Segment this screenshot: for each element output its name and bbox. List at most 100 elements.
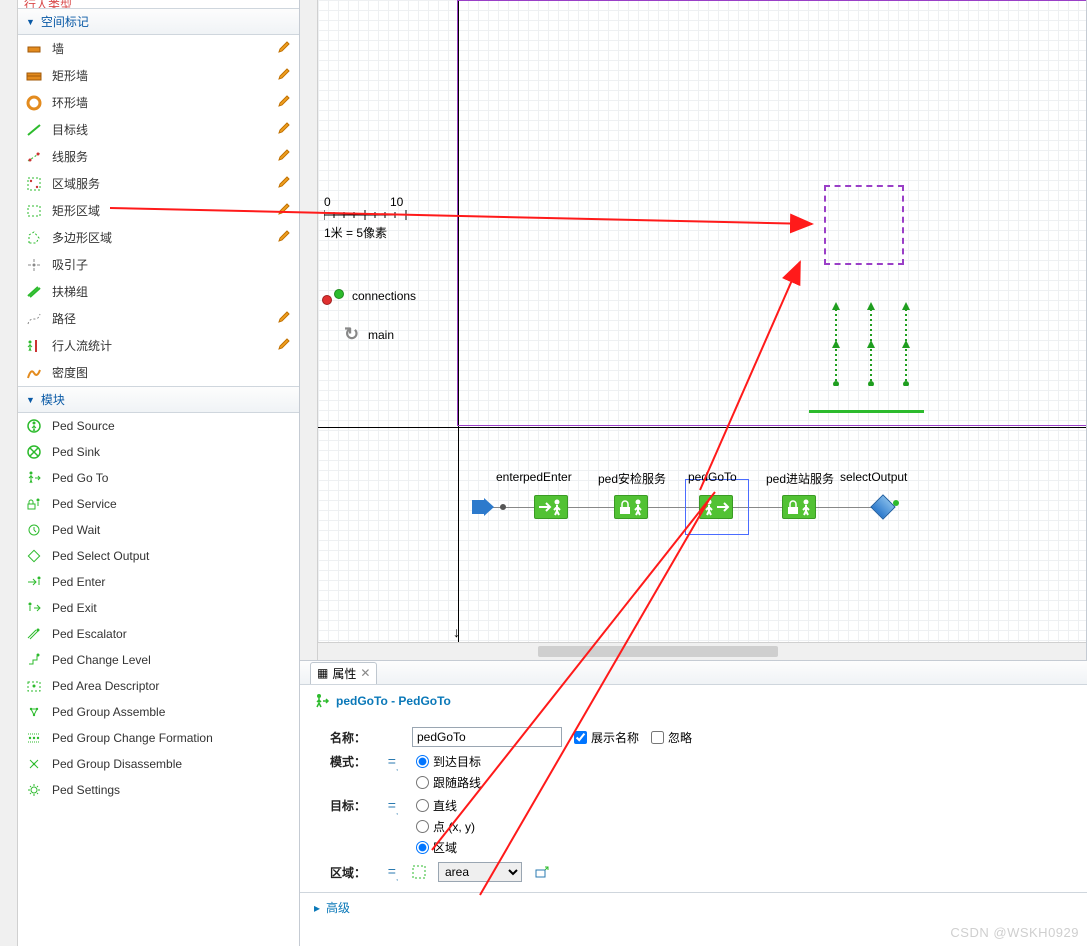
section-header-space[interactable]: ▼ 空间标记 bbox=[18, 8, 299, 35]
palette-item-ped-settings[interactable]: Ped Settings bbox=[18, 777, 299, 803]
name-input[interactable] bbox=[412, 727, 562, 747]
pencil-icon[interactable] bbox=[277, 67, 291, 84]
palette-item-label: 密度图 bbox=[52, 364, 291, 381]
palette-item-label: Ped Area Descriptor bbox=[52, 679, 291, 693]
close-icon[interactable]: ✕ bbox=[360, 666, 370, 680]
palette-item-label: Ped Service bbox=[52, 497, 291, 511]
pencil-icon[interactable] bbox=[277, 121, 291, 138]
path-icon bbox=[26, 311, 42, 327]
ped-settings-icon bbox=[26, 782, 42, 798]
pencil-icon[interactable] bbox=[277, 337, 291, 354]
palette-item-ped-gform[interactable]: Ped Group Change Formation bbox=[18, 725, 299, 751]
palette-item-wall[interactable]: 墙 bbox=[18, 35, 299, 62]
palette-item-label: 吸引子 bbox=[52, 256, 291, 273]
ped-sec-block[interactable] bbox=[614, 495, 648, 519]
canvas[interactable]: ↓ 0 10 1米 = 5像素 connections ↻ main bbox=[318, 0, 1086, 642]
palette-item-label: 路径 bbox=[52, 310, 267, 327]
select-output-block[interactable] bbox=[874, 498, 892, 516]
ped-gdis-icon bbox=[26, 756, 42, 772]
link-icon[interactable] bbox=[534, 864, 550, 880]
palette-item-rect-area[interactable]: 矩形区域 bbox=[18, 197, 299, 224]
properties-tab[interactable]: ▦ 属性 ✕ bbox=[310, 662, 377, 684]
equals-icon[interactable]: =, bbox=[386, 863, 400, 882]
palette-item-rect-wall[interactable]: 矩形墙 bbox=[18, 62, 299, 89]
ped-select-icon bbox=[26, 548, 42, 564]
palette-item-label: 矩形墙 bbox=[52, 67, 267, 84]
level-frame bbox=[457, 0, 1086, 426]
area-select[interactable]: area bbox=[438, 862, 522, 882]
ped-source-icon bbox=[26, 418, 42, 434]
advanced-section-header[interactable]: ▸ 高级 bbox=[300, 892, 1087, 922]
palette-truncated-row[interactable]: 行人类型 bbox=[18, 0, 299, 8]
palette-item-ped-sink[interactable]: Ped Sink bbox=[18, 439, 299, 465]
palette-item-ped-wait[interactable]: Ped Wait bbox=[18, 517, 299, 543]
pencil-icon[interactable] bbox=[277, 175, 291, 192]
palette-item-ped-select[interactable]: Ped Select Output bbox=[18, 543, 299, 569]
ignore-checkbox[interactable]: 忽略 bbox=[651, 729, 692, 746]
pencil-icon[interactable] bbox=[277, 229, 291, 246]
ped-flow-arrows-icon bbox=[816, 296, 926, 386]
show-name-check[interactable] bbox=[574, 731, 587, 744]
equals-icon[interactable]: =, bbox=[386, 753, 400, 772]
scale-ruler-icon bbox=[324, 210, 414, 220]
wall-icon bbox=[26, 41, 42, 57]
canvas-ruler-vertical bbox=[300, 0, 318, 660]
pencil-icon[interactable] bbox=[277, 202, 291, 219]
palette-item-ring-wall[interactable]: 环形墙 bbox=[18, 89, 299, 116]
palette-item-flow-stat[interactable]: 行人流统计 bbox=[18, 332, 299, 359]
chevron-down-icon: ▼ bbox=[26, 395, 35, 405]
connections-green-dot-icon[interactable] bbox=[334, 289, 344, 299]
rect-wall-icon bbox=[26, 68, 42, 84]
palette-item-attractor[interactable]: 吸引子 bbox=[18, 251, 299, 278]
target-point-radio[interactable]: 点 (x, y) bbox=[416, 818, 475, 835]
section-title: 空间标记 bbox=[41, 13, 89, 30]
palette-item-label: Ped Sink bbox=[52, 445, 291, 459]
target-line-radio[interactable]: 直线 bbox=[416, 797, 475, 814]
attractor-icon bbox=[26, 257, 42, 273]
canvas-area[interactable]: ↓ 0 10 1米 = 5像素 connections ↻ main bbox=[300, 0, 1087, 660]
main-arrow-icon[interactable]: ↻ bbox=[344, 324, 359, 345]
density-icon bbox=[26, 365, 42, 381]
flow-label-pedsec: ped安检服务 bbox=[598, 470, 666, 487]
target-area-radio[interactable]: 区域 bbox=[416, 839, 475, 856]
scrollbar-thumb[interactable] bbox=[538, 646, 778, 657]
palette-item-ped-gassemble[interactable]: Ped Group Assemble bbox=[18, 699, 299, 725]
mode-reach-radio[interactable]: 到达目标 bbox=[416, 753, 481, 770]
palette-item-ped-goto[interactable]: Ped Go To bbox=[18, 465, 299, 491]
palette-item-ped-service[interactable]: Ped Service bbox=[18, 491, 299, 517]
target-line-shape[interactable] bbox=[809, 410, 924, 413]
palette-item-path[interactable]: 路径 bbox=[18, 305, 299, 332]
pencil-icon[interactable] bbox=[277, 310, 291, 327]
ped-goto-block[interactable] bbox=[699, 495, 733, 519]
port-dot-icon[interactable] bbox=[500, 504, 506, 510]
palette-item-escalator[interactable]: 扶梯组 bbox=[18, 278, 299, 305]
pencil-icon[interactable] bbox=[277, 148, 291, 165]
palette-item-ped-esc[interactable]: Ped Escalator bbox=[18, 621, 299, 647]
equals-icon[interactable]: =, bbox=[386, 797, 400, 816]
horizontal-scrollbar[interactable] bbox=[318, 642, 1086, 660]
palette-item-ped-enter[interactable]: Ped Enter bbox=[18, 569, 299, 595]
pencil-icon[interactable] bbox=[277, 94, 291, 111]
ped-station-block[interactable] bbox=[782, 495, 816, 519]
pencil-icon[interactable] bbox=[277, 40, 291, 57]
palette-item-line-serv[interactable]: 线服务 bbox=[18, 143, 299, 170]
palette-item-ped-area[interactable]: Ped Area Descriptor bbox=[18, 673, 299, 699]
palette-item-poly-area[interactable]: 多边形区域 bbox=[18, 224, 299, 251]
ped-enter-block[interactable] bbox=[534, 495, 568, 519]
palette-item-ped-gdis[interactable]: Ped Group Disassemble bbox=[18, 751, 299, 777]
palette-item-density[interactable]: 密度图 bbox=[18, 359, 299, 386]
palette-item-ped-source[interactable]: Ped Source bbox=[18, 413, 299, 439]
palette-item-ped-exit[interactable]: Ped Exit bbox=[18, 595, 299, 621]
palette-item-area-serv[interactable]: 区域服务 bbox=[18, 170, 299, 197]
palette-item-target-line[interactable]: 目标线 bbox=[18, 116, 299, 143]
show-name-checkbox[interactable]: 展示名称 bbox=[574, 729, 639, 746]
port-dot-icon[interactable] bbox=[893, 500, 899, 506]
palette-item-ped-level[interactable]: Ped Change Level bbox=[18, 647, 299, 673]
connections-red-dot-icon[interactable] bbox=[322, 295, 332, 305]
enter-port-icon[interactable] bbox=[472, 498, 494, 516]
mode-follow-radio[interactable]: 跟随路线 bbox=[416, 774, 481, 791]
section-header-modules[interactable]: ▼ 模块 bbox=[18, 386, 299, 413]
ignore-check[interactable] bbox=[651, 731, 664, 744]
rect-area-shape[interactable] bbox=[824, 185, 904, 265]
properties-heading: pedGoTo - PedGoTo bbox=[300, 685, 1087, 717]
